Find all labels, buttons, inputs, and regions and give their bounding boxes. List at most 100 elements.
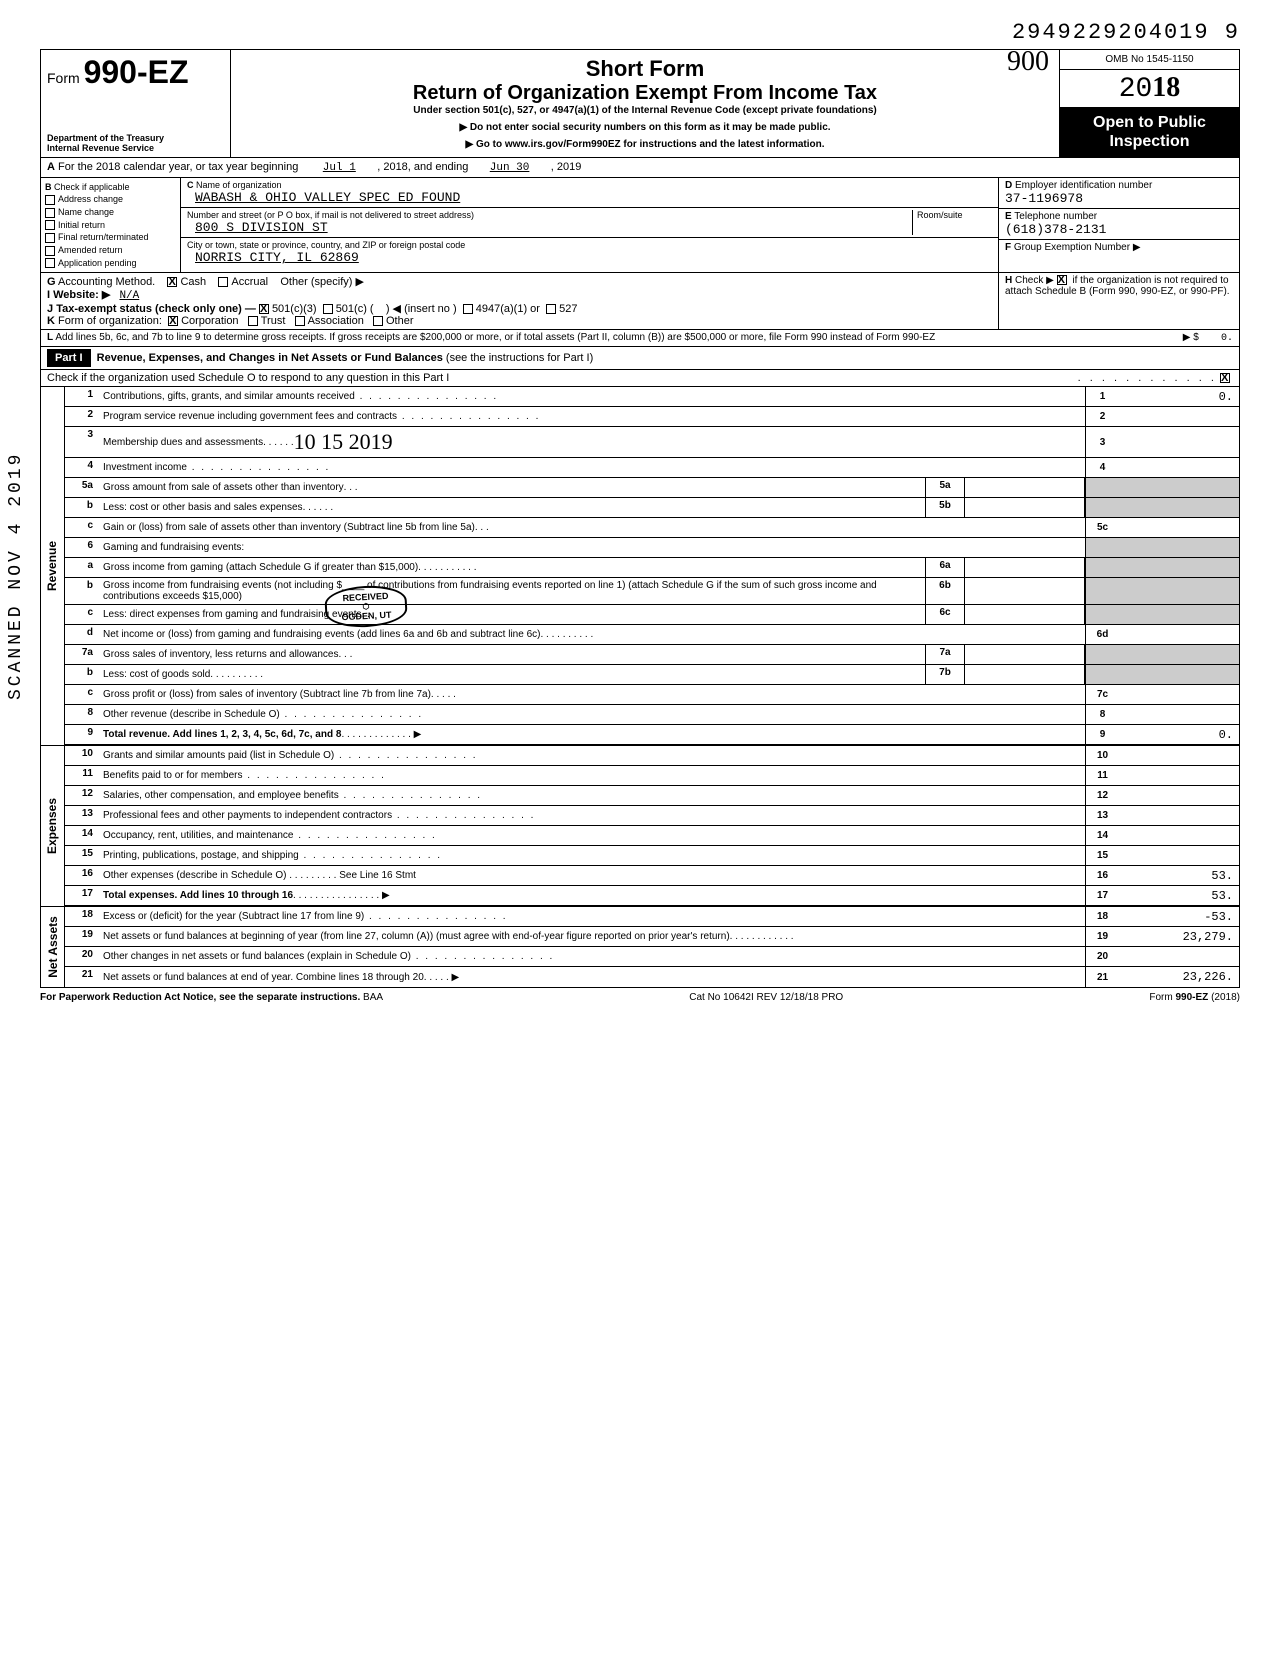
tax-year: 2018 (1060, 70, 1239, 107)
chk-association[interactable] (295, 316, 305, 326)
line-6c: cLess: direct expenses from gaming and f… (65, 605, 1239, 625)
part-1-paren: (see the instructions for Part I) (446, 352, 593, 364)
lbl-4947: 4947(a)(1) or (476, 303, 540, 315)
bcd-block: B Check if applicable Address change Nam… (41, 178, 1239, 273)
short-form-label: Short Form (241, 56, 1049, 82)
chk-final-return[interactable] (45, 233, 55, 243)
net-assets-side-label: Net Assets (41, 907, 65, 987)
label-a: A (47, 161, 55, 173)
address-label: Number and street (or P O box, if mail i… (187, 210, 912, 220)
line-2: 2Program service revenue including gover… (65, 407, 1239, 427)
column-de: D Employer identification number 37-1196… (999, 178, 1239, 272)
arrow-icon: ▶ (1133, 242, 1141, 253)
line-21-value: 23,226. (1119, 967, 1239, 987)
line-6: 6Gaming and fundraising events: (65, 538, 1239, 558)
row-a-text: For the 2018 calendar year, or tax year … (58, 161, 298, 173)
chk-application-pending[interactable] (45, 258, 55, 268)
column-b: B Check if applicable Address change Nam… (41, 178, 181, 272)
revenue-section: Revenue 1Contributions, gifts, grants, a… (41, 387, 1239, 745)
website-value: N/A (119, 290, 139, 302)
line-6d: dNet income or (loss) from gaming and fu… (65, 625, 1239, 645)
part-1-header: Part I Revenue, Expenses, and Changes in… (41, 347, 1239, 370)
footer-right: Form 990-EZ (2018) (1149, 992, 1240, 1003)
chk-other-org[interactable] (373, 316, 383, 326)
chk-501c[interactable] (323, 304, 333, 314)
lbl-application-pending: Application pending (58, 258, 137, 268)
footer-left: For Paperwork Reduction Act Notice, see … (40, 992, 360, 1003)
chk-amended-return[interactable] (45, 246, 55, 256)
header-right: OMB No 1545-1150 2018 Open to Public Ins… (1059, 50, 1239, 157)
chk-501c3[interactable] (259, 304, 269, 314)
year-end: Jun 30 (490, 162, 530, 174)
website-label: Website: ▶ (53, 289, 110, 301)
label-e: E (1005, 211, 1012, 222)
lbl-other-org: Other (386, 315, 414, 327)
arrow-note-2: ▶ Go to www.irs.gov/Form990EZ for instru… (241, 139, 1049, 150)
chk-schedule-b[interactable] (1057, 275, 1067, 285)
lbl-association: Association (308, 315, 364, 327)
city-label: City or town, state or province, country… (187, 240, 465, 250)
part-1-label: Part I (47, 349, 91, 367)
chk-accrual[interactable] (218, 277, 228, 287)
row-h-check: Check ▶ (1015, 275, 1054, 286)
chk-4947[interactable] (463, 304, 473, 314)
lbl-accrual: Accrual (231, 276, 268, 288)
line-12: 12Salaries, other compensation, and empl… (65, 786, 1239, 806)
header-left: Form 990-EZ Department of the Treasury I… (41, 50, 231, 157)
lbl-initial-return: Initial return (58, 220, 105, 230)
page-footer: For Paperwork Reduction Act Notice, see … (40, 988, 1240, 1007)
line-7b: bLess: cost of goods sold . . . . . . . … (65, 665, 1239, 685)
chk-corporation[interactable] (168, 316, 178, 326)
chk-trust[interactable] (248, 316, 258, 326)
net-assets-section: Net Assets 18Excess or (deficit) for the… (41, 906, 1239, 987)
form-990ez: Form 990-EZ Department of the Treasury I… (40, 49, 1240, 988)
line-4: 4Investment income 4 (65, 458, 1239, 478)
row-l-text: Add lines 5b, 6c, and 7b to line 9 to de… (55, 332, 935, 343)
form-prefix: Form (47, 70, 80, 86)
lbl-corporation: Corporation (181, 315, 238, 327)
row-a-tax-year: A For the 2018 calendar year, or tax yea… (41, 158, 1239, 178)
chk-cash[interactable] (167, 277, 177, 287)
line-17-value: 53. (1119, 886, 1239, 905)
line-1: 1Contributions, gifts, grants, and simil… (65, 387, 1239, 407)
chk-address-change[interactable] (45, 195, 55, 205)
expenses-section: Expenses 10Grants and similar amounts pa… (41, 745, 1239, 906)
line-19-value: 23,279. (1119, 927, 1239, 946)
line-14: 14Occupancy, rent, utilities, and mainte… (65, 826, 1239, 846)
phone-value: (618)378-2131 (1005, 222, 1106, 237)
row-l: L Add lines 5b, 6c, and 7b to line 9 to … (41, 330, 1239, 347)
label-f: F (1005, 242, 1011, 253)
year-begin: Jul 1 (323, 162, 356, 174)
chk-527[interactable] (546, 304, 556, 314)
subtitle: Under section 501(c), 527, or 4947(a)(1)… (241, 105, 1049, 116)
expenses-side-label: Expenses (41, 746, 65, 906)
revenue-side-label: Revenue (41, 387, 65, 745)
footer-baa: BAA (363, 992, 383, 1003)
dept-treasury: Department of the Treasury Internal Reve… (47, 133, 164, 153)
lbl-amended-return: Amended return (58, 245, 123, 255)
line-15: 15Printing, publications, postage, and s… (65, 846, 1239, 866)
chk-schedule-o[interactable] (1220, 373, 1230, 383)
chk-name-change[interactable] (45, 208, 55, 218)
label-b: B (45, 182, 52, 192)
org-address: 800 S DIVISION ST (195, 220, 912, 235)
label-c: C (187, 180, 194, 190)
tax-exempt-label: Tax-exempt status (check only one) — (56, 303, 256, 315)
handwritten-date: 10 15 2019 (294, 429, 393, 455)
line-9-value: 0. (1119, 725, 1239, 744)
label-d: D (1005, 180, 1012, 191)
part-1-check-row: Check if the organization used Schedule … (41, 370, 1239, 387)
line-18-value: -53. (1119, 907, 1239, 926)
line-5a: 5aGross amount from sale of assets other… (65, 478, 1239, 498)
org-name: WABASH & OHIO VALLEY SPEC ED FOUND (195, 190, 460, 205)
group-exempt-label: Group Exemption Number (1014, 242, 1130, 253)
line-10: 10Grants and similar amounts paid (list … (65, 746, 1239, 766)
column-c: C Name of organization WABASH & OHIO VAL… (181, 178, 999, 272)
check-if-applicable: Check if applicable (54, 182, 130, 192)
lbl-name-change: Name change (58, 207, 114, 217)
ein-value: 37-1196978 (1005, 191, 1083, 206)
line-16: 16Other expenses (describe in Schedule O… (65, 866, 1239, 886)
chk-initial-return[interactable] (45, 220, 55, 230)
line-1-value: 0. (1119, 387, 1239, 406)
lbl-other-specify: Other (specify) ▶ (280, 276, 364, 288)
